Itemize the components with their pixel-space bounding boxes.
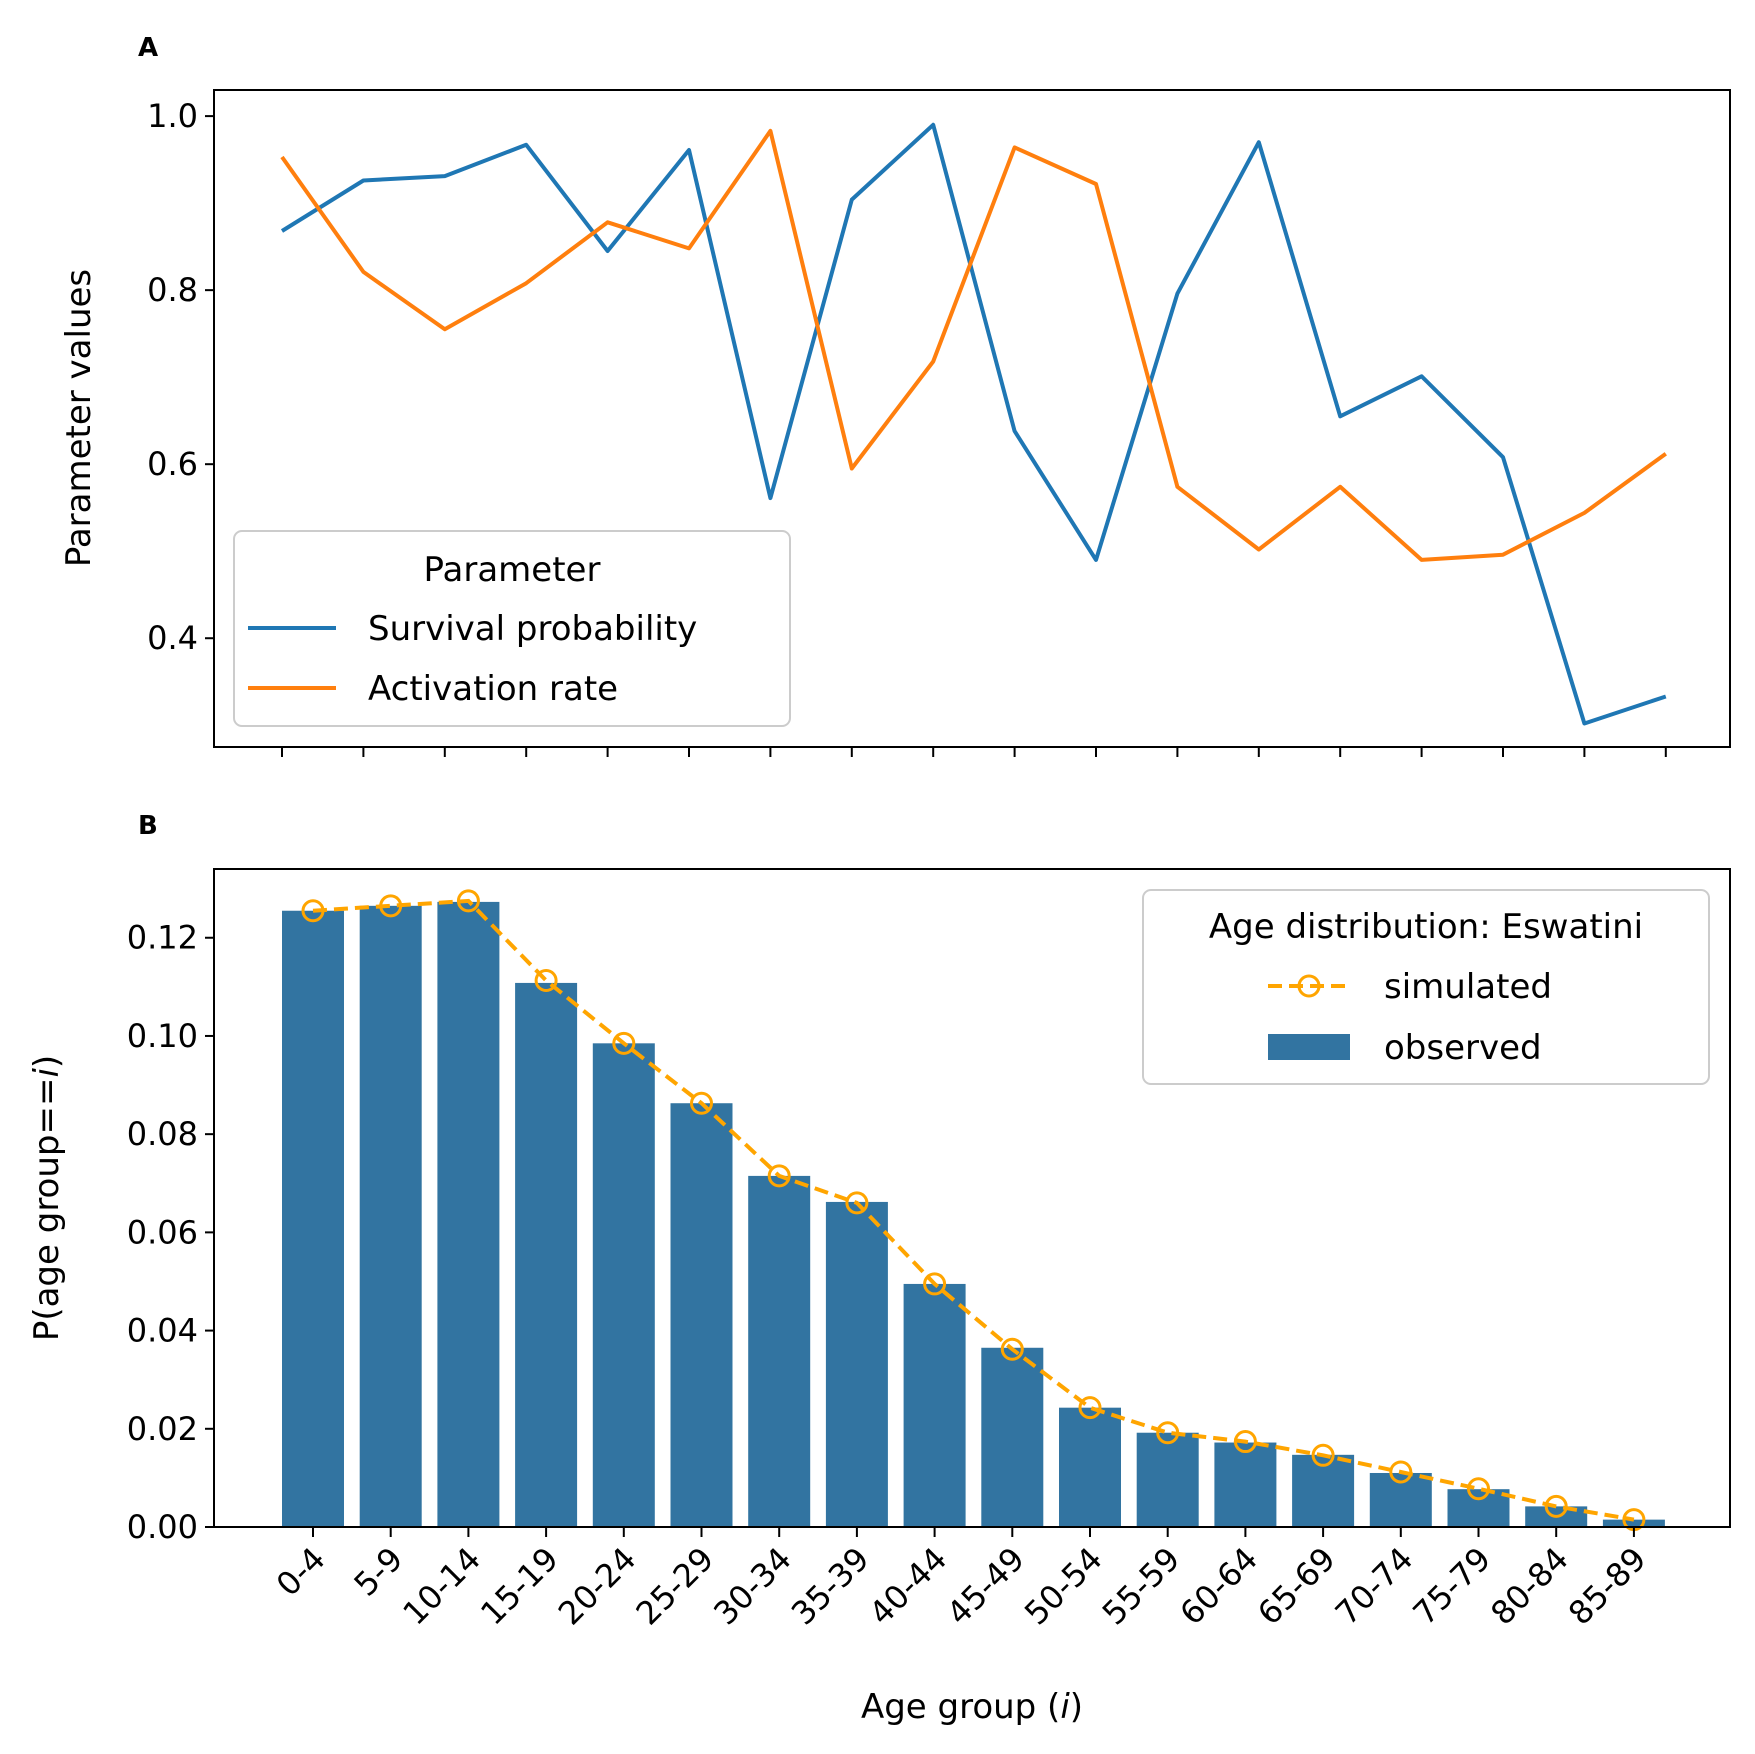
panel-a-x-axis	[281, 747, 1667, 757]
simulated-point-50-54	[1078, 1396, 1102, 1420]
panel-a-legend-title: Parameter	[424, 550, 601, 590]
panel-b-legend: Age distribution: Eswatini simulated obs…	[1142, 889, 1710, 1085]
bar-85-89	[1602, 1519, 1665, 1527]
panel-b-plot-area	[282, 889, 1665, 1532]
simulated-point-40-44	[923, 1272, 947, 1296]
bar-25-29	[670, 1103, 733, 1527]
simulated-point-45-49	[1000, 1337, 1024, 1361]
panel-a-y-tick-label: 1.0	[147, 97, 198, 135]
simulated-point-65-69	[1311, 1443, 1335, 1467]
bar-20-24	[592, 1043, 655, 1527]
panel-a: A 0.4 0.6 0.8 1.0 Parameter values Paramete…	[59, 33, 1731, 757]
panel-b-y-axis-label: P(age group==i)	[27, 1055, 67, 1341]
x-axis-label-text: Age group	[861, 1687, 1036, 1727]
panel-a-y-tick-label: 0.6	[147, 445, 198, 483]
panel-a-legend-box	[233, 530, 791, 727]
legend-label-observed: observed	[1384, 1028, 1542, 1068]
simulated-point-25-29	[690, 1091, 713, 1115]
panel-b-y-tick-label: 0.12	[127, 919, 198, 957]
simulated-point-55-59	[1156, 1421, 1180, 1445]
bar-50-54	[1059, 1407, 1121, 1527]
simulated-point-60-64	[1233, 1430, 1257, 1454]
panel-b-y-tick-label: 0.08	[127, 1115, 198, 1153]
bar-45-49	[981, 1347, 1044, 1527]
panel-a-y-tick-label: 0.4	[147, 619, 198, 657]
series-line-activation-rate	[280, 128, 1667, 562]
panel-a-y-axis: 0.4 0.6 0.8 1.0	[147, 97, 214, 657]
simulated-point-70-74	[1389, 1460, 1413, 1484]
bar-75-79	[1447, 1489, 1510, 1527]
simulated-point-0-4	[301, 899, 325, 923]
bar-55-59	[1136, 1432, 1199, 1527]
legend-label-activation-rate: Activation rate	[368, 669, 618, 709]
panel-b-y-tick-label: 0.02	[127, 1410, 198, 1448]
panel-b-y-axis: 0.00 0.02 0.04 0.06 0.08 0.10 0.12	[127, 919, 214, 1546]
simulated-point-10-14	[456, 889, 480, 913]
panel-b-frame	[213, 868, 1731, 1528]
legend-label-simulated: simulated	[1384, 967, 1552, 1007]
bar-5-9	[359, 905, 422, 1527]
simulated-point-75-79	[1467, 1477, 1490, 1501]
simulated-point-15-19	[534, 968, 558, 992]
panel-a-letter: A	[138, 33, 158, 63]
bar-60-64	[1214, 1442, 1277, 1527]
legend-label-survival-probability: Survival probability	[368, 609, 697, 649]
simulated-point-35-39	[845, 1191, 869, 1215]
bar-35-39	[825, 1201, 888, 1527]
panel-b-y-tick-label: 0.06	[127, 1213, 198, 1251]
bar-30-34	[748, 1175, 811, 1527]
panel-a-frame	[213, 89, 1731, 748]
simulated-point-20-24	[612, 1031, 636, 1055]
simulated-point-30-34	[767, 1164, 791, 1188]
series-line-survival-probability	[280, 122, 1667, 726]
legend-swatch-observed	[1268, 1034, 1350, 1060]
x-axis-label-variable: i	[1060, 1687, 1070, 1727]
panel-b-x-axis-label: Age group (i)	[861, 1687, 1083, 1727]
bar-15-19	[515, 982, 578, 1527]
panel-a-y-axis-label: Parameter values	[59, 269, 99, 567]
y-axis-label-prefix: P(age group==	[27, 1078, 67, 1342]
panel-b-y-tick-label: 0.10	[127, 1017, 198, 1055]
panel-a-y-tick-label: 0.8	[147, 271, 198, 309]
panel-b-legend-title: Age distribution: Eswatini	[1209, 907, 1643, 947]
y-axis-label-suffix: )	[27, 1055, 67, 1068]
y-axis-label-variable: i	[27, 1068, 67, 1078]
panel-b-letter: B	[138, 811, 158, 841]
simulated-point-5-9	[379, 894, 403, 918]
legend-marker-simulated	[1297, 974, 1321, 998]
panel-a-plot-area	[280, 122, 1667, 726]
panel-b-y-tick-label: 0.04	[127, 1312, 198, 1350]
panel-a-legend: Parameter Survival probability Activatio…	[233, 530, 791, 727]
bar-0-4	[282, 910, 344, 1527]
bar-10-14	[437, 901, 500, 1527]
bar-65-69	[1292, 1454, 1355, 1527]
panel-b-y-tick-label: 0.00	[127, 1508, 198, 1546]
bar-40-44	[903, 1283, 966, 1527]
simulated-point-80-84	[1544, 1494, 1568, 1518]
